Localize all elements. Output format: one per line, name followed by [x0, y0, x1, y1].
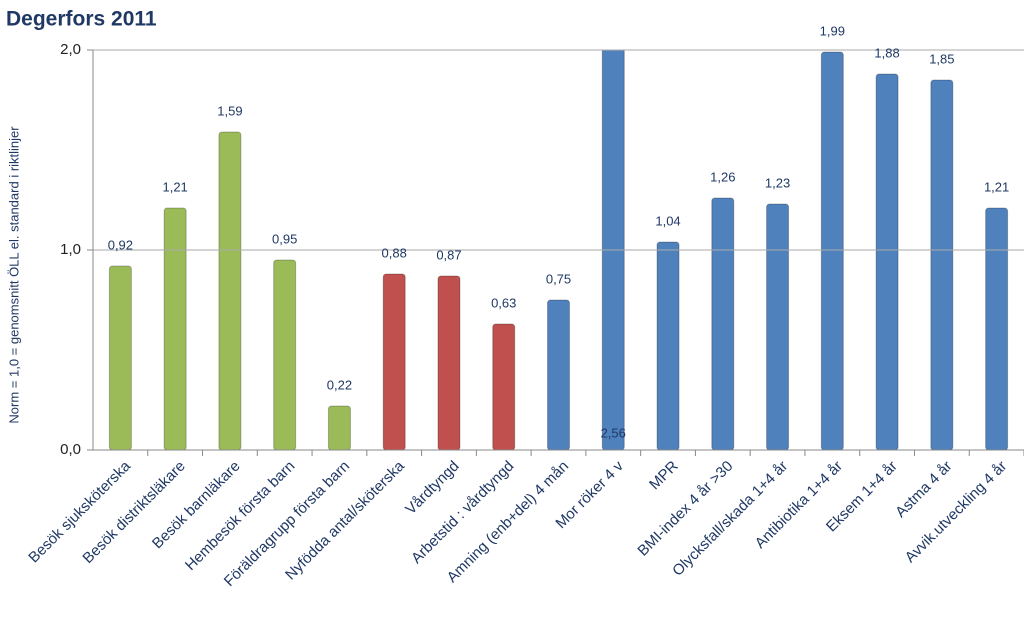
y-tick-label: 1,0	[60, 241, 81, 258]
y-tick-label: 2,0	[60, 41, 81, 58]
bar	[930, 79, 954, 450]
bar	[218, 131, 242, 450]
y-tick-label: 0,0	[60, 441, 81, 458]
value-label: 1,23	[765, 175, 790, 190]
value-label: 1,85	[929, 51, 954, 66]
chart-title: Degerfors 2011	[6, 8, 157, 31]
value-label: 0,87	[436, 247, 461, 262]
x-tick-label: Avvik.utveckling 4 år	[902, 458, 1011, 567]
value-label: 0,22	[327, 377, 352, 392]
value-label: 1,21	[984, 179, 1009, 194]
x-tick-label: BMI-index 4 år >30	[634, 458, 736, 560]
bar	[656, 241, 680, 450]
bar	[547, 299, 570, 450]
value-label: 1,88	[874, 45, 899, 60]
value-label: 1,26	[710, 169, 735, 184]
bar	[711, 197, 735, 450]
bar	[437, 275, 461, 450]
bar	[382, 273, 406, 450]
x-tick-label: Besök distriktsläkare	[79, 458, 188, 567]
value-label: 1,04	[655, 213, 680, 228]
value-label: 0,63	[491, 295, 516, 310]
x-tick-label: Hembesök första barn	[182, 458, 298, 574]
y-axis-label: Norm = 1,0 = genomsnitt ÖLL el. standard…	[6, 126, 21, 424]
bar	[492, 323, 516, 450]
value-label: 1,59	[217, 103, 242, 118]
value-label: 2,56	[601, 425, 626, 440]
value-label: 1,99	[820, 23, 845, 38]
value-label: 1,21	[162, 179, 187, 194]
plot-area	[108, 50, 1009, 450]
value-label: 0,92	[108, 237, 133, 252]
value-label: 0,88	[382, 245, 407, 260]
bar	[163, 207, 187, 450]
bar	[601, 50, 625, 450]
bar	[985, 207, 1009, 450]
bar	[273, 259, 297, 450]
x-tick-label: Besök sjuksköterska	[25, 457, 134, 566]
value-label: 0,75	[546, 271, 571, 286]
value-label: 0,95	[272, 231, 297, 246]
bar	[766, 203, 790, 450]
x-tick-label: MPR	[646, 458, 682, 494]
bar	[820, 51, 844, 450]
bar	[108, 265, 132, 450]
bar	[875, 73, 899, 450]
x-tick-label: Arbetstid : vårdtyngd	[408, 458, 517, 567]
bar	[327, 405, 351, 450]
